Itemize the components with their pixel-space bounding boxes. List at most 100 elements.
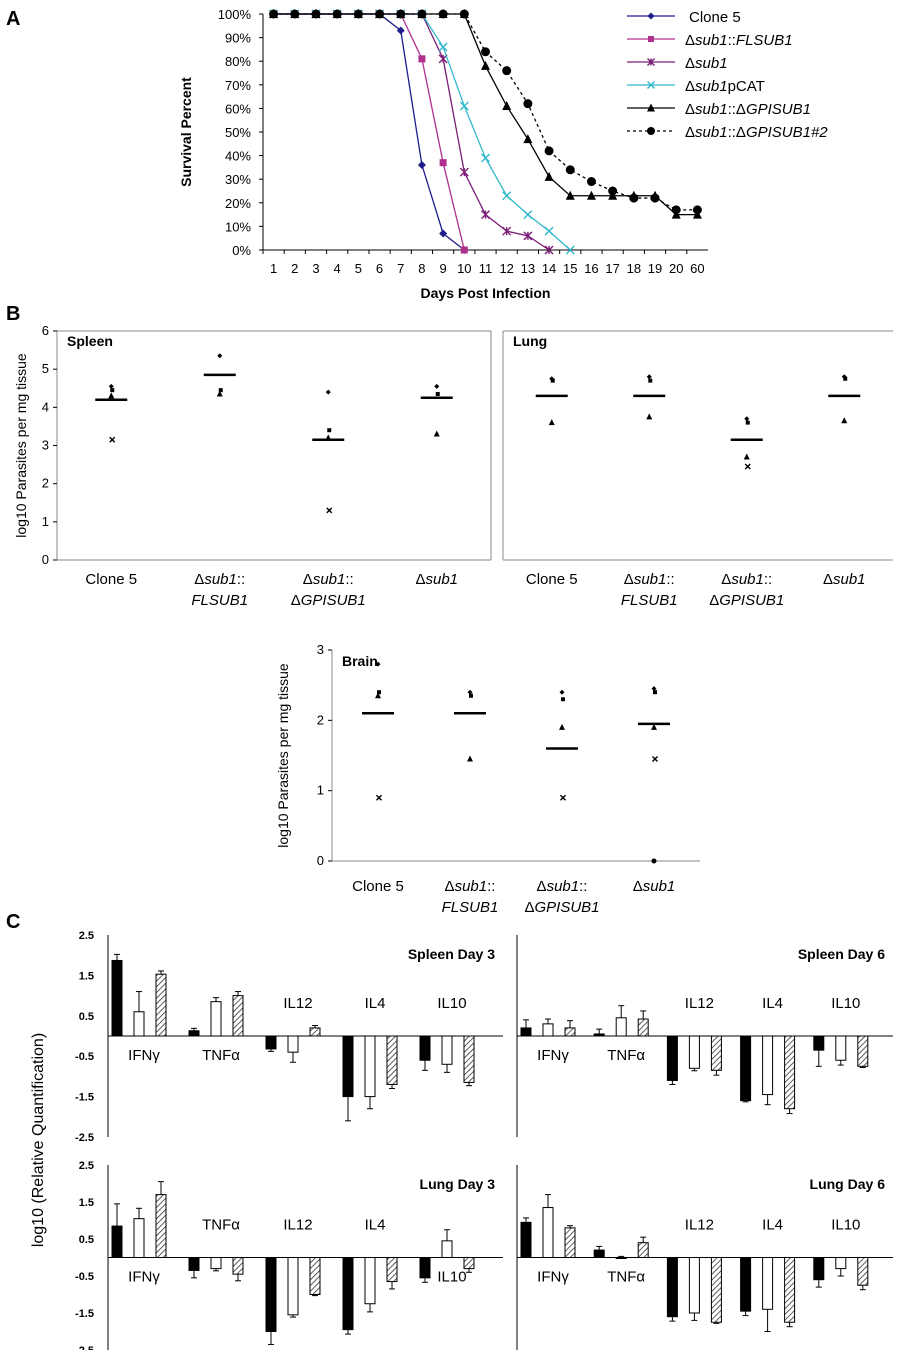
y-tick-label: 30% (225, 172, 251, 187)
legend-marker (647, 81, 655, 89)
chart-title: Lung (513, 333, 547, 349)
x-tick-label: 17 (605, 261, 619, 276)
bar (309, 1257, 321, 1295)
bar-chart-2: 2.5 1.5 0.5 -0.5 -1.5 -2.5 Lung Day 3 IFNγ TNFα I… (75, 1160, 503, 1350)
data-point (290, 9, 300, 19)
data-point (396, 9, 406, 19)
legend-marker (648, 36, 654, 42)
bar (463, 1257, 475, 1270)
group-label: FLSUB1 (191, 592, 248, 609)
group-label: Clone 5 (526, 571, 578, 588)
data-point (438, 42, 448, 52)
data-point (544, 226, 554, 236)
bar (813, 1257, 825, 1281)
data-point (469, 693, 473, 698)
bar (710, 1035, 722, 1071)
y-tick-label: 80% (225, 54, 251, 69)
legend-label: Δsub1::ΔGPISUB1#2 (685, 124, 828, 141)
data-point (481, 60, 490, 70)
x-tick-label: 3 (312, 261, 319, 276)
legend-label: Clone 5 (689, 9, 741, 26)
data-point (269, 9, 279, 19)
data-point (648, 378, 653, 383)
y-tick-label: -0.5 (75, 1271, 94, 1283)
data-point (375, 692, 381, 699)
x-tick-label: 18 (627, 261, 641, 276)
x-tick-label: 7 (397, 261, 404, 276)
y-tick-label: -2.5 (75, 1345, 94, 1350)
category-label: IL10 (831, 995, 860, 1012)
bar (265, 1035, 277, 1050)
group-label: FLSUB1 (442, 899, 499, 916)
x-tick-label: 9 (440, 261, 447, 276)
data-point (109, 436, 116, 443)
data-point (692, 205, 702, 215)
x-tick-label: 5 (355, 261, 362, 276)
legend-marker (647, 103, 655, 112)
data-point (565, 190, 575, 200)
data-point (544, 146, 554, 156)
y-tick-label: -2.5 (75, 1132, 94, 1144)
series-3 (269, 9, 575, 255)
data-point (326, 507, 333, 514)
brain-scatter-chart: 0 1 2 3 log10 Parasites per mg tissue Brain Cl… (275, 642, 700, 916)
data-point (418, 55, 426, 63)
y-tick-label: 1 (42, 514, 49, 529)
bar (666, 1035, 678, 1081)
group-label: ΔGPISUB1 (709, 592, 784, 609)
data-point (332, 9, 342, 19)
category-label: IL4 (365, 995, 386, 1012)
y-tick-label: 6 (42, 323, 49, 338)
data-point (311, 9, 321, 19)
x-tick-label: 10 (457, 261, 471, 276)
y-tick-label: 60% (225, 101, 251, 116)
y-tick-label: 3 (317, 642, 324, 657)
x-tick-label: 1 (270, 261, 277, 276)
data-point-b (109, 436, 116, 443)
group-label: Δsub1:: (303, 571, 354, 588)
bar (688, 1257, 700, 1314)
data-point (108, 392, 115, 399)
y-tick-label: 20% (225, 196, 251, 211)
y-tick-label: 1.5 (79, 1197, 94, 1209)
legend-label: Δsub1pCAT (685, 78, 765, 95)
chart-title: Lung Day 3 (420, 1176, 496, 1192)
group-label: Δsub1:: (624, 571, 675, 588)
bar (265, 1257, 277, 1332)
bar (232, 995, 244, 1037)
data-point (565, 165, 575, 175)
bar (188, 1257, 200, 1271)
data-point (467, 755, 473, 762)
data-point (743, 453, 750, 460)
bar-chart-1: Spleen Day 6 IFNγ TNFα IL12 IL4 IL10 (516, 935, 893, 1137)
data-point (651, 858, 657, 864)
data-point (439, 159, 447, 167)
data-point (544, 245, 554, 255)
category-label: TNFα (202, 1047, 240, 1064)
data-point (376, 794, 382, 801)
data-point (325, 434, 332, 441)
data-point (325, 389, 331, 395)
category-label: IL12 (283, 1217, 312, 1234)
data-point (434, 383, 440, 389)
x-tick-label: 11 (479, 261, 493, 276)
data-point (375, 9, 385, 19)
data-point (481, 47, 490, 57)
group-label: Δsub1:: (537, 878, 588, 895)
data-point (651, 686, 657, 692)
series-line (273, 13, 698, 211)
chart-title: Spleen Day 6 (798, 946, 885, 962)
bar (463, 1035, 475, 1083)
bar (637, 1018, 649, 1037)
bar (419, 1257, 431, 1279)
data-point-b (744, 463, 751, 470)
bar (111, 959, 123, 1037)
category-label: IL10 (437, 995, 466, 1012)
data-point-b (481, 153, 490, 163)
category-label: IL12 (283, 995, 312, 1012)
bar (155, 1194, 167, 1258)
series-4 (269, 9, 702, 219)
data-point (629, 193, 639, 203)
bar (133, 1218, 145, 1259)
